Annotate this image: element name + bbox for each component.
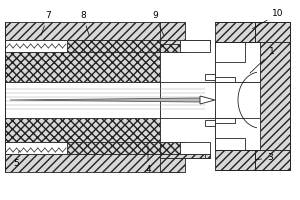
Text: 10: 10 [252, 9, 284, 29]
Bar [215, 42, 290, 150]
Bar [160, 40, 185, 52]
Polygon shape [200, 96, 215, 104]
Bar [215, 82, 260, 118]
Bar [255, 22, 290, 42]
Text: 1: 1 [250, 47, 275, 73]
Text: 3: 3 [256, 154, 273, 162]
Bar [62, 40, 160, 52]
Text: 5: 5 [13, 151, 19, 168]
Bar [160, 82, 240, 118]
Bar [205, 154, 210, 158]
Bar [5, 154, 180, 172]
Bar [205, 120, 215, 126]
Bar [5, 52, 160, 82]
Bar [5, 142, 67, 154]
Bar [215, 42, 260, 82]
Bar [160, 142, 185, 154]
Text: 4: 4 [145, 146, 151, 174]
Bar [215, 150, 260, 170]
Bar [160, 154, 185, 172]
Bar [215, 138, 245, 150]
Bar [160, 154, 210, 158]
Bar [215, 110, 260, 150]
Bar [5, 40, 67, 52]
Bar [160, 154, 210, 158]
Bar [215, 77, 235, 82]
Bar [215, 22, 260, 42]
Bar [5, 22, 180, 40]
Bar [255, 150, 290, 170]
Bar [5, 82, 160, 118]
Text: 7: 7 [41, 11, 51, 35]
Bar [5, 112, 160, 142]
Bar [205, 74, 215, 80]
Text: 9: 9 [152, 11, 164, 35]
Polygon shape [10, 98, 213, 102]
Bar [180, 40, 210, 52]
Bar [205, 40, 210, 44]
Bar [180, 142, 210, 154]
Bar [62, 142, 160, 154]
Bar [160, 22, 185, 40]
Bar [160, 40, 210, 44]
Bar [215, 42, 245, 62]
Bar [215, 118, 235, 123]
Text: 8: 8 [80, 11, 89, 35]
